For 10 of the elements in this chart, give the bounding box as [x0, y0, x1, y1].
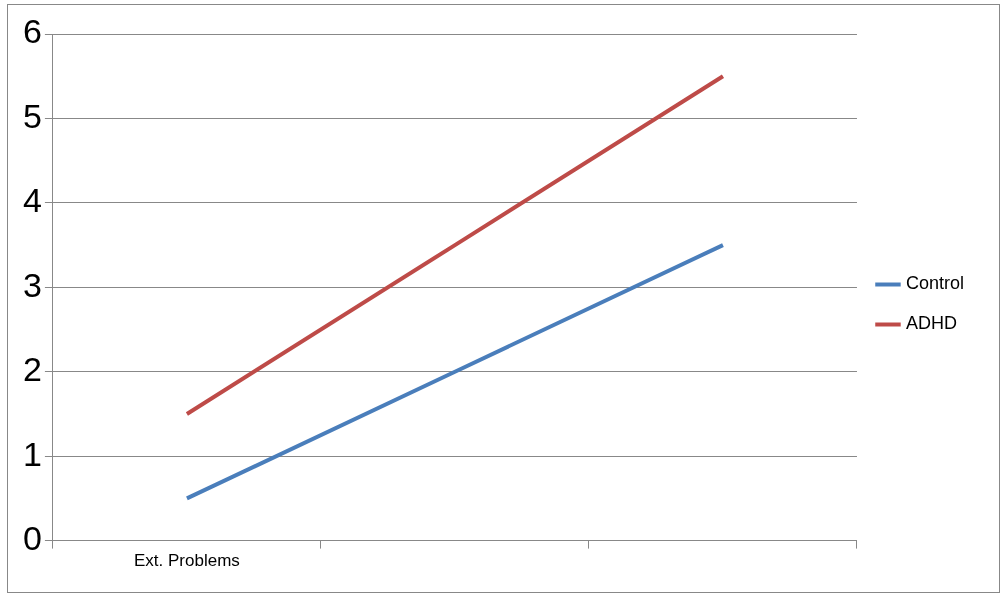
legend-label: Control [905, 273, 965, 294]
legend-label: ADHD [905, 313, 957, 334]
y-tick-label: 2 [22, 350, 42, 389]
y-tick-label: 0 [22, 518, 42, 557]
y-tick-label: 6 [22, 12, 42, 51]
y-tick-label: 4 [22, 181, 42, 220]
y-tick-label: 3 [22, 265, 42, 304]
x-tick-label: Ext. Problems [134, 551, 240, 571]
y-tick-label: 5 [22, 96, 42, 135]
y-tick-label: 1 [22, 434, 42, 473]
